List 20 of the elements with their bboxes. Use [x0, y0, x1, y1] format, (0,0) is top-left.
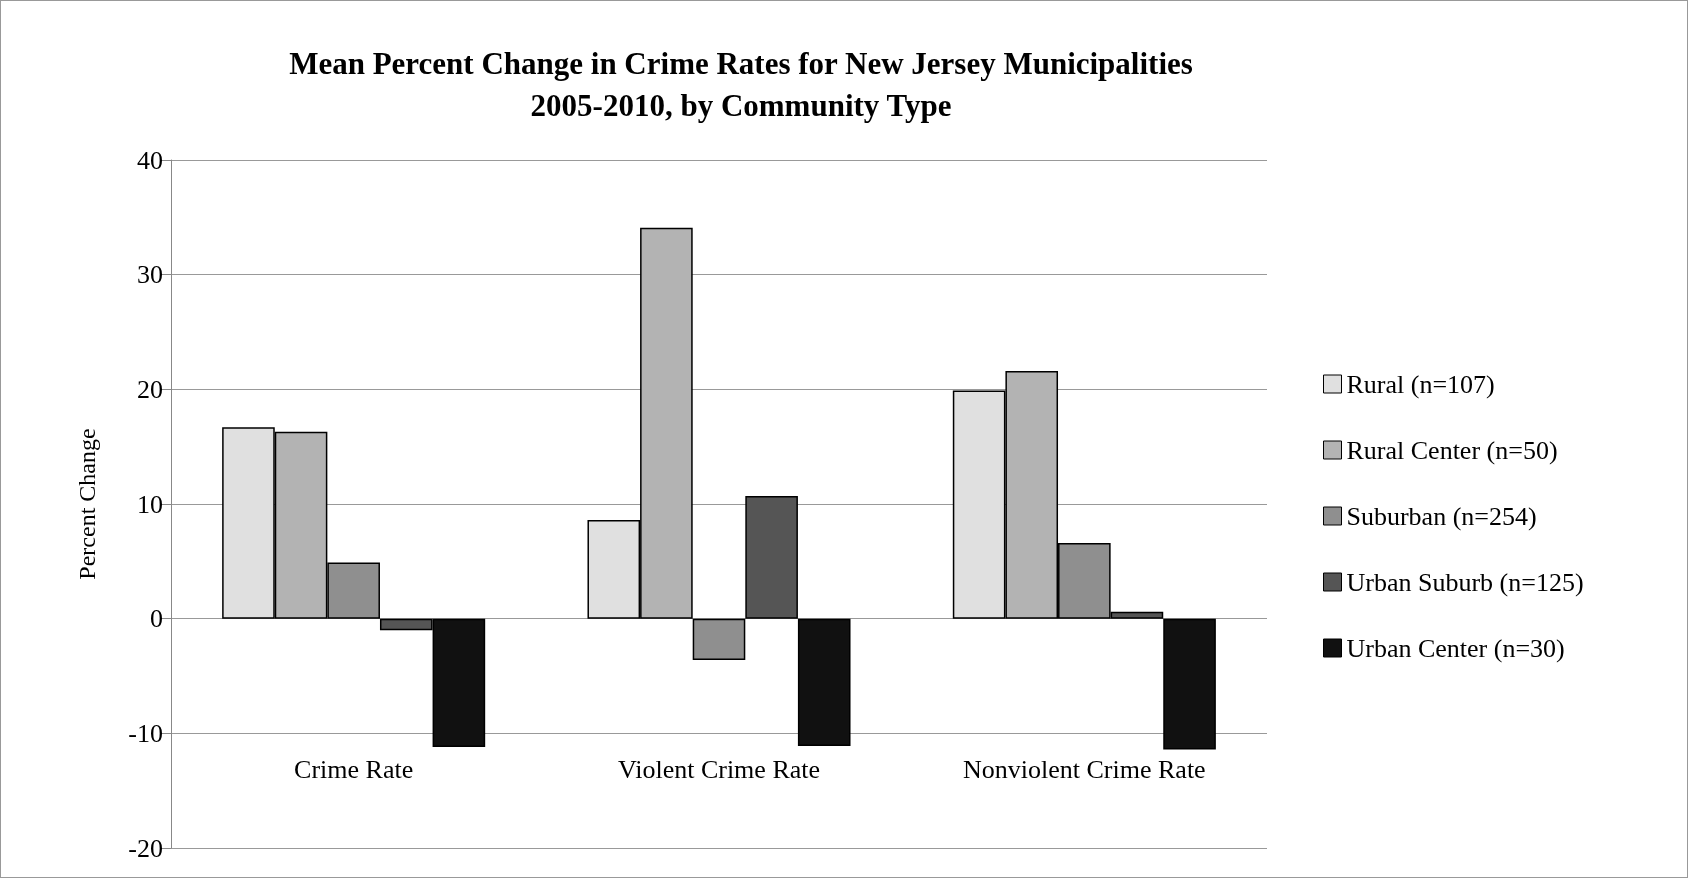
y-tick-label: 0 [150, 604, 163, 634]
y-tick-label: 30 [137, 260, 163, 290]
bar [1163, 618, 1216, 750]
y-axis-title: Percent Change [74, 428, 100, 580]
y-tick-label: -10 [128, 718, 163, 748]
x-tick-label: Crime Rate [294, 754, 414, 784]
legend-label: Rural Center (n=50) [1346, 435, 1558, 465]
legend-label: Rural (n=107) [1346, 369, 1495, 399]
x-tick-label: Nonviolent Crime Rate [963, 754, 1206, 784]
x-tick-label: Violent Crime Rate [617, 754, 821, 784]
y-tick-label: -20 [128, 833, 163, 863]
legend-label: Suburban (n=254) [1346, 501, 1537, 531]
bar [745, 495, 798, 619]
bar [797, 618, 851, 746]
y-tick-label: 40 [137, 145, 163, 175]
y-tick-label: 10 [137, 489, 163, 519]
legend-label: Urban Suburb (n=125) [1346, 567, 1584, 597]
legend-label: Urban Center (n=30) [1346, 633, 1565, 663]
chart-title: Mean Percent Change in Crime Rates for New Jersey Municipalities 2005-2010, by Community Type [289, 45, 1193, 123]
y-tick-label: 20 [137, 374, 163, 404]
